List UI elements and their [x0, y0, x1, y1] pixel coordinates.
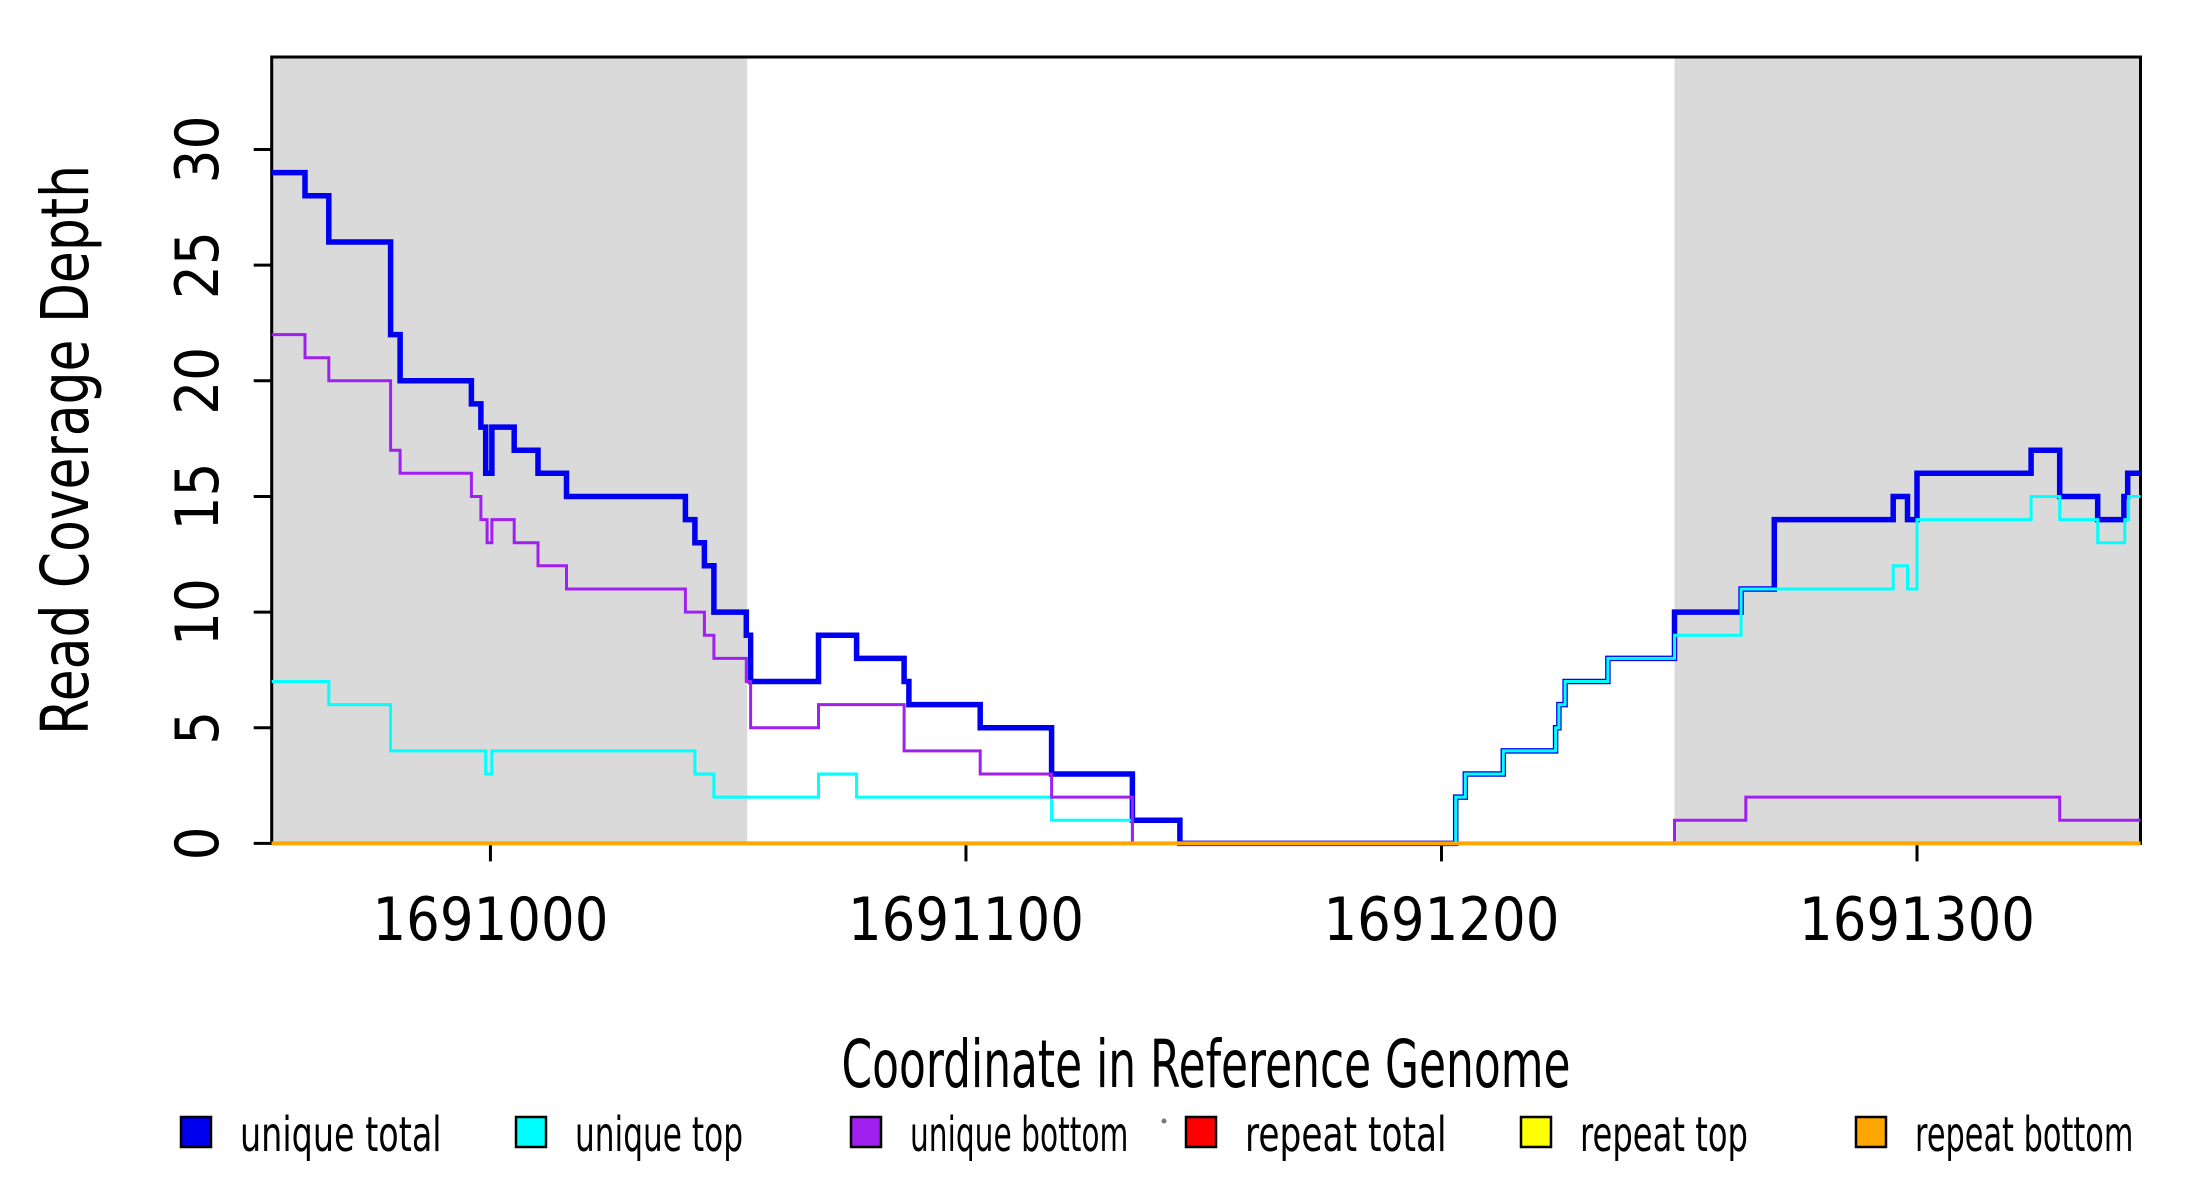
y-tick-label: 25 — [163, 231, 233, 299]
y-axis-title: Read Coverage Depth — [27, 165, 104, 735]
x-tick-label: 1691100 — [848, 885, 1084, 955]
legend-stray-mark — [1161, 1118, 1167, 1124]
legend-swatch-repeat-bottom — [1854, 1115, 1888, 1149]
shaded-region — [1674, 57, 2141, 844]
shaded-region — [271, 57, 748, 844]
legend-swatch-unique-bottom — [849, 1115, 883, 1149]
legend-swatch-unique-total — [179, 1115, 213, 1149]
legend-label-repeat-top: repeat top — [1580, 1107, 1748, 1163]
series-line-unique-bottom — [271, 333, 2141, 845]
y-tick-label: 0 — [163, 826, 233, 860]
legend-label-unique-total: unique total — [240, 1107, 442, 1163]
legend-swatch-repeat-top — [1519, 1115, 1553, 1149]
chart-layer: 1691000 1691100 1691200 1691300 0 5 10 15 20 25 30… — [163, 55, 2143, 1163]
legend-swatch-unique-top — [514, 1115, 548, 1149]
x-tick-label: 1691300 — [1799, 885, 2035, 955]
y-tick-label: 15 — [163, 462, 233, 530]
legend-label-repeat-total: repeat total — [1245, 1107, 1447, 1163]
series-line-unique-total — [271, 169, 2141, 847]
x-tick-label: 1691000 — [372, 885, 608, 955]
legend-label-repeat-bottom: repeat bottom — [1915, 1107, 2133, 1163]
legend-label-unique-top: unique top — [575, 1107, 743, 1163]
series-line-unique-top — [271, 495, 2141, 845]
x-axis-title: Coordinate in Reference Genome — [842, 1026, 1571, 1103]
x-tick-label: 1691200 — [1323, 885, 1559, 955]
y-tick-label: 5 — [163, 711, 233, 745]
legend-label-unique-bottom: unique bottom — [910, 1107, 1128, 1163]
y-tick-label: 30 — [163, 116, 233, 184]
y-tick-label: 20 — [163, 347, 233, 415]
legend-swatch-repeat-total — [1184, 1115, 1218, 1149]
y-tick-label: 10 — [163, 578, 233, 646]
